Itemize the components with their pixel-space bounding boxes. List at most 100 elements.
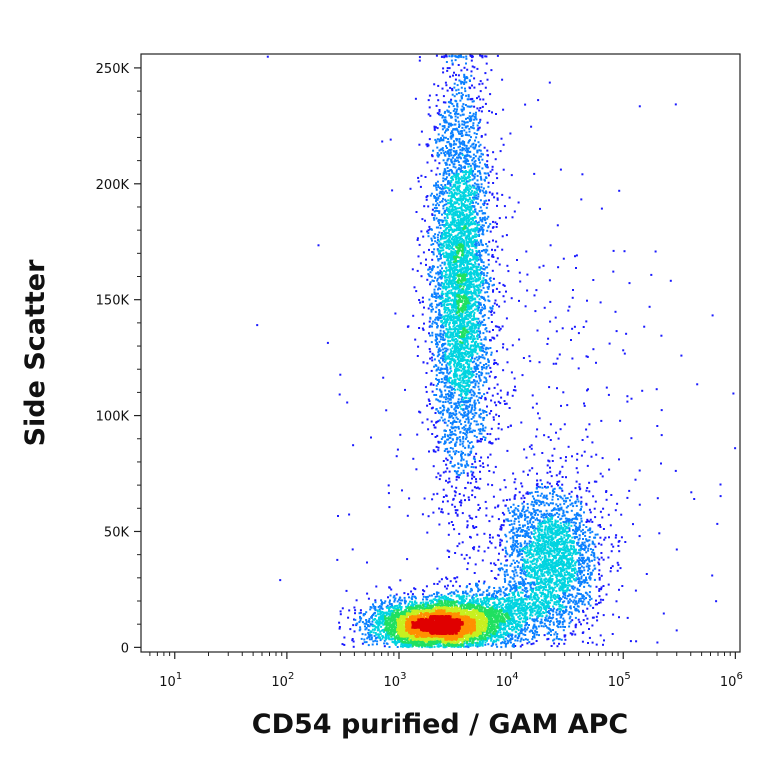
data-point: [550, 634, 552, 636]
data-point: [526, 642, 529, 645]
data-point: [454, 406, 457, 409]
data-point: [463, 156, 466, 159]
data-point: [449, 580, 452, 583]
data-point: [520, 637, 523, 640]
data-point: [674, 103, 677, 106]
data-point: [536, 428, 539, 431]
data-point: [448, 470, 451, 473]
data-point: [508, 196, 511, 199]
data-point: [599, 634, 602, 637]
data-point: [638, 469, 641, 472]
data-point: [523, 542, 526, 545]
data-point: [463, 79, 466, 82]
data-point: [605, 593, 608, 596]
data-point: [465, 131, 468, 134]
data-point: [603, 639, 605, 642]
data-point: [469, 399, 472, 402]
data-point: [444, 430, 447, 432]
data-point: [529, 583, 532, 586]
data-point: [510, 634, 513, 637]
data-point: [535, 618, 538, 621]
data-point: [457, 462, 460, 465]
data-point: [491, 305, 494, 308]
data-point: [454, 128, 457, 131]
data-point: [496, 197, 499, 200]
data-point: [433, 214, 436, 217]
data-point: [579, 571, 581, 574]
data-point: [425, 585, 428, 588]
data-point: [575, 535, 578, 538]
data-point: [583, 598, 586, 601]
data-point: [492, 416, 495, 419]
data-point: [517, 505, 520, 507]
data-point: [478, 311, 481, 314]
data-point: [584, 531, 587, 534]
data-point: [498, 586, 501, 589]
data-point: [376, 640, 379, 643]
data-point: [478, 155, 481, 158]
data-point: [471, 517, 474, 520]
data-point: [472, 170, 474, 173]
data-point: [365, 621, 368, 623]
data-point: [438, 212, 441, 214]
data-point: [427, 99, 430, 102]
data-point: [534, 518, 537, 521]
data-point: [419, 301, 422, 304]
data-point: [384, 600, 387, 603]
data-point: [498, 552, 500, 555]
data-point: [473, 434, 476, 437]
data-point: [448, 402, 451, 405]
data-point: [608, 342, 611, 345]
data-point: [431, 305, 434, 308]
data-point: [580, 454, 583, 457]
data-point: [568, 589, 571, 592]
data-point: [474, 362, 477, 365]
data-point: [502, 108, 505, 111]
data-point: [496, 534, 499, 537]
data-point: [365, 626, 368, 629]
data-point: [470, 354, 473, 357]
data-point: [389, 599, 391, 602]
data-point: [434, 295, 436, 298]
data-point: [503, 300, 506, 303]
data-point: [496, 325, 499, 328]
data-point: [438, 173, 441, 176]
data-point: [474, 460, 477, 463]
data-point: [590, 597, 593, 600]
data-point: [612, 270, 615, 273]
data-point: [475, 478, 477, 481]
data-point: [570, 611, 573, 614]
data-point: [571, 561, 573, 564]
data-point: [460, 455, 463, 458]
data-point: [504, 486, 507, 489]
data-point: [465, 586, 468, 589]
data-point: [456, 418, 459, 421]
data-point: [413, 286, 416, 289]
data-point: [393, 594, 396, 597]
data-point: [439, 227, 442, 230]
data-point: [480, 225, 483, 228]
data-point: [433, 291, 436, 294]
data-point: [512, 545, 515, 548]
data-point: [472, 429, 475, 432]
data-point: [528, 469, 531, 472]
data-point: [577, 567, 580, 570]
data-point: [454, 119, 457, 122]
data-point: [504, 593, 507, 596]
data-point: [471, 173, 474, 176]
data-point: [696, 383, 699, 386]
data-point: [512, 531, 515, 534]
data-point: [446, 362, 449, 365]
data-point: [432, 354, 435, 357]
data-point: [423, 590, 426, 593]
data-point: [491, 484, 494, 487]
data-point: [528, 445, 531, 448]
data-point: [580, 496, 583, 499]
data-point: [484, 500, 487, 503]
data-point: [427, 428, 430, 431]
data-point: [516, 540, 519, 542]
data-point: [473, 166, 476, 168]
data-point: [581, 603, 584, 606]
data-point: [457, 406, 459, 409]
data-point: [471, 596, 474, 599]
